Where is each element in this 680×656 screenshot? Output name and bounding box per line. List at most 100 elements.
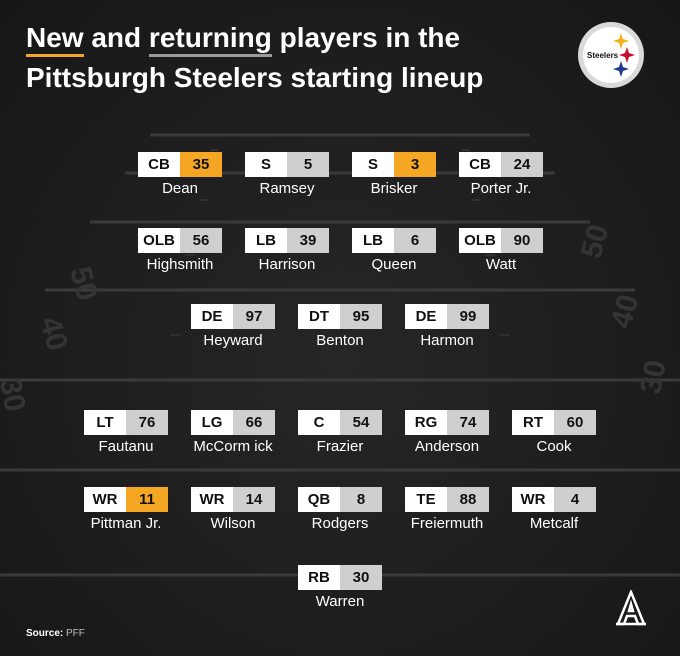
player-position: LG: [191, 410, 233, 435]
player-card: RB 30 Warren: [298, 565, 382, 610]
player-number-returning: 99: [447, 304, 489, 329]
player-position: QB: [298, 487, 340, 512]
field-number-left-upper: 50: [63, 263, 104, 304]
player-name: Brisker: [370, 180, 418, 197]
player-name: Cook: [536, 438, 572, 455]
player-tag: DE 97: [191, 304, 275, 329]
player-tag: TE 88: [405, 487, 489, 512]
player-card: DE 97 Heyward: [191, 304, 275, 349]
player-number-returning: 39: [287, 228, 329, 253]
field-number-right-lower: 30: [634, 358, 672, 397]
player-card: QB 8 Rodgers: [298, 487, 382, 532]
player-position: WR: [84, 487, 126, 512]
player-number-returning: 76: [126, 410, 168, 435]
player-number-new: 3: [394, 152, 436, 177]
player-position: C: [298, 410, 340, 435]
page-title: New and returning players in the Pittsbu…: [26, 18, 566, 98]
player-number-returning: 60: [554, 410, 596, 435]
player-tag: WR 14: [191, 487, 275, 512]
player-number-returning: 95: [340, 304, 382, 329]
player-tag: CB 35: [138, 152, 222, 177]
player-name: Fautanu: [98, 438, 154, 455]
player-position: CB: [138, 152, 180, 177]
player-tag: C 54: [298, 410, 382, 435]
player-number-returning: 66: [233, 410, 275, 435]
player-tag: QB 8: [298, 487, 382, 512]
player-position: TE: [405, 487, 447, 512]
logo-wordmark: Steelers: [587, 51, 619, 60]
player-card: OLB 90 Watt: [459, 228, 543, 273]
player-tag: RT 60: [512, 410, 596, 435]
player-name: Benton: [316, 332, 364, 349]
player-name: Queen: [371, 256, 417, 273]
player-card: WR 14 Wilson: [191, 487, 275, 532]
player-number-new: 35: [180, 152, 222, 177]
player-card: CB 24 Porter Jr.: [459, 152, 543, 197]
player-position: RT: [512, 410, 554, 435]
player-name: Porter Jr.: [470, 180, 532, 197]
player-position: DE: [405, 304, 447, 329]
player-tag: LT 76: [84, 410, 168, 435]
player-name: Freiermuth: [410, 515, 484, 532]
player-card: WR 4 Metcalf: [512, 487, 596, 532]
player-tag: WR 4: [512, 487, 596, 512]
player-card: RG 74 Anderson: [405, 410, 489, 455]
player-position: LT: [84, 410, 126, 435]
player-position: LB: [245, 228, 287, 253]
player-tag: LB 6: [352, 228, 436, 253]
player-name: Rodgers: [311, 515, 369, 532]
player-name: Ramsey: [259, 180, 315, 197]
player-name: Warren: [315, 593, 365, 610]
player-number-returning: 24: [501, 152, 543, 177]
athletic-a-logo-icon: [616, 590, 646, 626]
player-card: WR 11 Pittman Jr.: [84, 487, 168, 532]
source-note: Source: PFF: [26, 628, 85, 639]
field-number-right-mid: 40: [605, 291, 646, 332]
steelers-logo-icon: Steelers: [578, 22, 644, 88]
player-name: Anderson: [414, 438, 480, 455]
player-name: Harmon: [420, 332, 474, 349]
source-label: Source:: [26, 628, 64, 639]
player-number-returning: 14: [233, 487, 275, 512]
player-card: LB 39 Harrison: [245, 228, 329, 273]
player-tag: DT 95: [298, 304, 382, 329]
player-name: McCorm ick: [193, 438, 273, 455]
player-card: OLB 56 Highsmith: [138, 228, 222, 273]
player-tag: OLB 90: [459, 228, 543, 253]
player-card: DT 95 Benton: [298, 304, 382, 349]
player-card: TE 88 Freiermuth: [405, 487, 489, 532]
field-number-left-lower: 30: [0, 375, 31, 414]
player-card: LT 76 Fautanu: [84, 410, 168, 455]
player-number-returning: 88: [447, 487, 489, 512]
player-card: S 3 Brisker: [352, 152, 436, 197]
player-position: S: [245, 152, 287, 177]
player-number-returning: 74: [447, 410, 489, 435]
player-tag: LB 39: [245, 228, 329, 253]
player-number-returning: 30: [340, 565, 382, 590]
field-number-right-upper: 50: [575, 221, 616, 262]
player-name: Frazier: [316, 438, 364, 455]
player-position: DT: [298, 304, 340, 329]
player-position: OLB: [138, 228, 180, 253]
player-position: DE: [191, 304, 233, 329]
player-name: Harrison: [258, 256, 316, 273]
player-name: Watt: [485, 256, 517, 273]
player-position: OLB: [459, 228, 501, 253]
player-position: RB: [298, 565, 340, 590]
player-position: LB: [352, 228, 394, 253]
player-number-returning: 4: [554, 487, 596, 512]
player-tag: RG 74: [405, 410, 489, 435]
player-position: WR: [191, 487, 233, 512]
player-number-returning: 6: [394, 228, 436, 253]
player-card: RT 60 Cook: [512, 410, 596, 455]
player-number-returning: 56: [180, 228, 222, 253]
title-new-word: New: [26, 22, 84, 57]
player-tag: RB 30: [298, 565, 382, 590]
player-number-returning: 90: [501, 228, 543, 253]
player-position: RG: [405, 410, 447, 435]
player-tag: DE 99: [405, 304, 489, 329]
title-and: and: [83, 22, 149, 53]
